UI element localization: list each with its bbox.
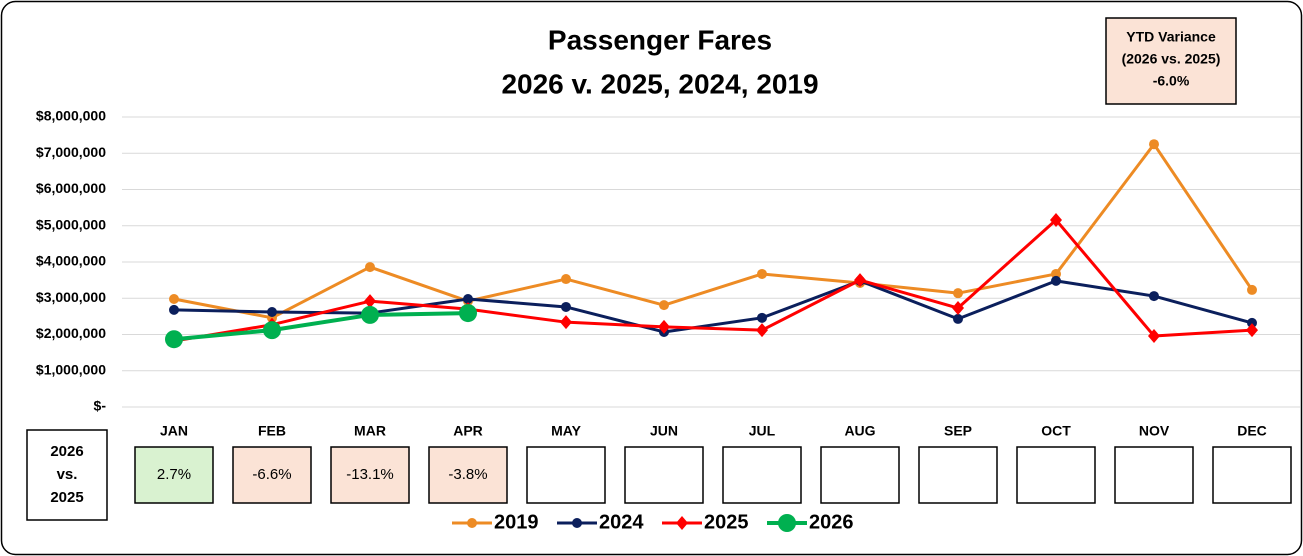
- marker: [756, 323, 768, 338]
- variance-value: -3.8%: [448, 466, 487, 483]
- legend-marker: [778, 514, 796, 532]
- variance-box: [526, 446, 606, 504]
- marker: [1050, 212, 1062, 227]
- x-tick-label: FEB: [258, 423, 286, 439]
- variance-box: [722, 446, 802, 504]
- y-tick-label: $3,000,000: [36, 289, 106, 305]
- marker: [1149, 291, 1159, 302]
- marker: [659, 300, 669, 311]
- marker: [1247, 317, 1257, 328]
- x-tick-label: SEP: [944, 423, 972, 439]
- marker: [952, 301, 964, 316]
- chart-subtitle: 2026 v. 2025, 2024, 2019: [501, 68, 818, 99]
- marker: [561, 301, 571, 312]
- marker: [267, 307, 277, 318]
- variance-value: -13.1%: [346, 466, 394, 483]
- y-tick-label: $7,000,000: [36, 144, 106, 160]
- marker: [263, 321, 281, 340]
- chart-title: Passenger Fares: [548, 24, 772, 55]
- variance-box: [918, 446, 998, 504]
- variance-box: [1212, 446, 1292, 504]
- variance-box: [1016, 446, 1096, 504]
- ytd-subtitle: (2026 vs. 2025): [1122, 51, 1221, 67]
- marker: [561, 274, 571, 285]
- marker: [953, 313, 963, 324]
- variance-label-box: [26, 429, 108, 521]
- legend-marker: [467, 518, 477, 528]
- y-tick-label: $-: [94, 398, 107, 414]
- marker: [1149, 139, 1159, 150]
- y-tick-label: $8,000,000: [36, 108, 106, 124]
- marker: [757, 312, 767, 323]
- variance-label: 2025: [50, 489, 83, 506]
- marker: [953, 288, 963, 299]
- variance-box: [330, 446, 410, 504]
- marker: [658, 319, 670, 334]
- marker: [459, 304, 477, 323]
- variance-label: vs.: [57, 466, 78, 483]
- variance-label: 2026: [50, 443, 83, 460]
- variance-box: [1114, 446, 1194, 504]
- marker: [1246, 323, 1258, 338]
- y-tick-label: $6,000,000: [36, 180, 106, 196]
- x-tick-label: AUG: [844, 423, 875, 439]
- legend-label: 2024: [599, 511, 644, 533]
- y-tick-label: $1,000,000: [36, 361, 106, 377]
- y-tick-label: $2,000,000: [36, 325, 106, 341]
- variance-value: 2.7%: [157, 466, 191, 483]
- marker: [1148, 328, 1160, 343]
- ytd-box: [1105, 17, 1237, 105]
- variance-box: [428, 446, 508, 504]
- variance-box: [232, 446, 312, 504]
- marker: [1051, 275, 1061, 286]
- marker: [169, 304, 179, 315]
- x-tick-label: JAN: [160, 423, 188, 439]
- legend-marker: [572, 518, 582, 528]
- series-line: [173, 142, 1254, 320]
- marker: [361, 305, 379, 324]
- marker: [1051, 268, 1061, 279]
- marker: [463, 293, 473, 304]
- x-tick-label: MAY: [551, 423, 581, 439]
- y-tick-label: $4,000,000: [36, 253, 106, 269]
- ytd-value: -6.0%: [1153, 73, 1190, 89]
- marker: [165, 330, 183, 349]
- variance-box: [134, 446, 214, 504]
- variance-box: [624, 446, 704, 504]
- marker: [757, 268, 767, 279]
- x-tick-label: NOV: [1139, 423, 1170, 439]
- series-line: [173, 218, 1253, 343]
- x-tick-label: JUL: [749, 423, 776, 439]
- ytd-title: YTD Variance: [1126, 29, 1216, 45]
- x-tick-label: MAR: [354, 423, 386, 439]
- marker: [364, 294, 376, 309]
- marker: [1247, 284, 1257, 295]
- variance-box: [820, 446, 900, 504]
- legend-label: 2019: [494, 511, 539, 533]
- legend-label: 2026: [809, 511, 854, 533]
- marker: [169, 293, 179, 304]
- legend-marker: [676, 516, 688, 530]
- marker: [560, 315, 572, 330]
- marker: [854, 273, 866, 288]
- variance-value: -6.6%: [252, 466, 291, 483]
- marker: [365, 262, 375, 273]
- x-tick-label: OCT: [1041, 423, 1071, 439]
- x-tick-label: JUN: [650, 423, 678, 439]
- series-line: [173, 279, 1253, 334]
- legend-label: 2025: [704, 511, 749, 533]
- x-tick-label: APR: [453, 423, 483, 439]
- x-tick-label: DEC: [1237, 423, 1267, 439]
- y-tick-label: $5,000,000: [36, 216, 106, 232]
- series-line: [173, 311, 469, 342]
